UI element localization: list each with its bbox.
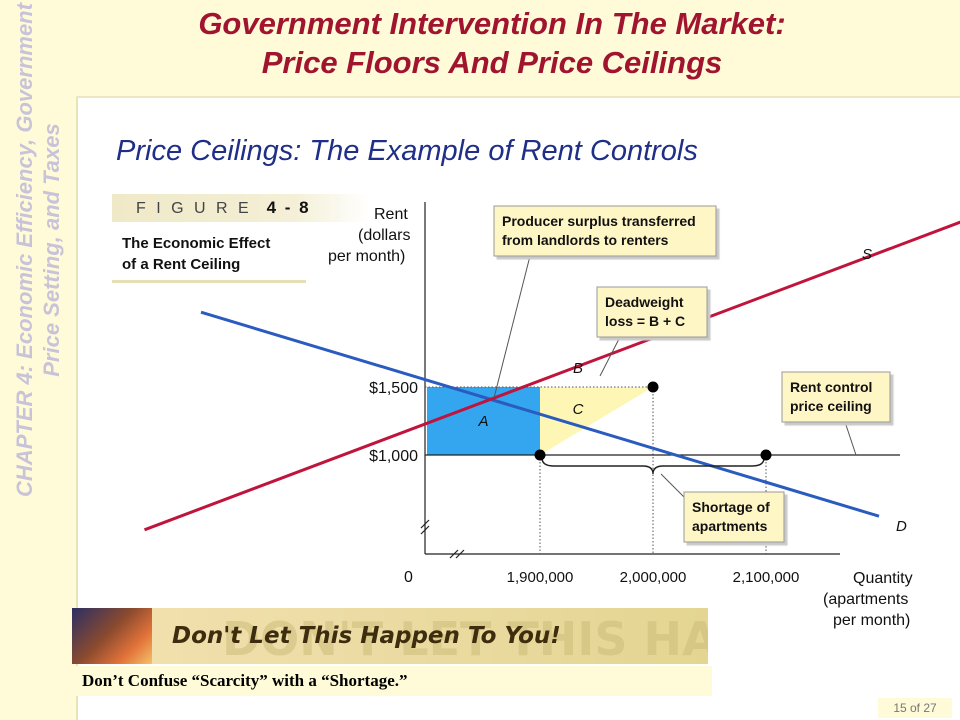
origin-label: 0: [404, 569, 413, 586]
figure-rule: [112, 280, 306, 283]
x-tick-label: 2,100,000: [733, 569, 800, 586]
figure-number: 4 - 8: [266, 198, 311, 217]
x-axis-label-line: per month): [833, 612, 910, 629]
y-tick-label: $1,000: [369, 448, 418, 465]
demand-curve: [200, 310, 880, 518]
shortage-brace: [541, 457, 765, 475]
page-number: 15 of 27: [878, 698, 952, 718]
banner-note: Don’t Confuse “Scarcity” with a “Shortag…: [72, 666, 712, 696]
market-point: [647, 381, 659, 393]
figure-band: [112, 194, 370, 222]
page-title: Government Intervention In The Market: P…: [82, 4, 902, 82]
page-title-line1: Government Intervention In The Market:: [198, 6, 786, 41]
area-b-label: B: [573, 360, 583, 377]
callout-text-line: from landlords to renters: [502, 232, 669, 248]
banner-text: Don't Let This Happen To You!: [172, 623, 561, 649]
market-point: [760, 449, 772, 461]
x-tick-label: 1,900,000: [507, 569, 574, 586]
figure-caption-line2: of a Rent Ceiling: [122, 256, 241, 273]
axis-break-mark: [455, 549, 465, 559]
callout-leader-deadweight: [599, 336, 621, 377]
callout-text-line: apartments: [692, 518, 768, 534]
axis-breaks: [420, 519, 465, 559]
callout-leader-ceiling: [844, 421, 857, 456]
chapter-sidebar: CHAPTER 4: Economic Efficiency, Governme…: [0, 0, 78, 720]
axis-break-mark: [420, 525, 430, 535]
page-title-line2: Price Floors And Price Ceilings: [261, 45, 723, 80]
lightning-image: [72, 608, 152, 664]
callout-leader-producer-surplus: [493, 255, 531, 399]
banner-background-text: DON'T LET THIS HAPPEN TO YOU!: [222, 612, 708, 664]
y-axis-label-line: Rent: [374, 206, 408, 223]
callout-box: [683, 491, 785, 543]
warning-banner: DON'T LET THIS HAPPEN TO YOU! Don't Let …: [72, 608, 708, 664]
demand-curve-label: D: [896, 518, 907, 535]
supply-curve: [143, 220, 960, 532]
axis-break-mark: [420, 519, 430, 529]
callout-box: [493, 205, 717, 257]
x-tick-label: 2,000,000: [620, 569, 687, 586]
callout-text-line: loss = B + C: [605, 313, 685, 329]
callout-deadweight-loss: Deadweight loss = B + C: [596, 286, 708, 338]
area-c-label: C: [573, 401, 584, 418]
callout-text-line: Shortage of: [692, 499, 770, 515]
figure-caption: The Economic Effect of a Rent Ceiling: [122, 233, 322, 275]
x-axis-label-line: Quantity: [853, 570, 913, 587]
axis-break-mark: [449, 549, 459, 559]
y-axis-label-line: (dollars: [358, 227, 410, 244]
callout-text-line: Rent control: [790, 379, 872, 395]
callout-box: [596, 286, 708, 338]
callout-leader-shortage: [660, 473, 685, 498]
figure-label: F I G U R E 4 - 8: [136, 198, 311, 218]
callout-producer-surplus: Producer surplus transferred from landlo…: [493, 205, 717, 257]
title-band: [76, 0, 960, 98]
area-c: [540, 387, 653, 455]
slide-subtitle: Price Ceilings: The Example of Rent Cont…: [116, 135, 698, 167]
supply-curve-label: S: [862, 246, 872, 263]
y-axis-label-line: per month): [328, 248, 405, 265]
callout-rent-control: Rent control price ceiling: [781, 371, 891, 423]
market-point: [534, 449, 546, 461]
points-layer: [534, 381, 772, 461]
callout-text-line: Deadweight: [605, 294, 684, 310]
figure-word: F I G U R E: [136, 200, 252, 217]
callout-text-line: price ceiling: [790, 398, 872, 414]
figure-caption-line1: The Economic Effect: [122, 235, 271, 252]
y-tick-label: $1,500: [369, 380, 418, 397]
area-a-label: A: [477, 413, 488, 430]
callout-shortage: Shortage of apartments: [683, 491, 785, 543]
x-axis-label-line: (apartments: [823, 591, 908, 608]
callout-text-line: Producer surplus transferred: [502, 213, 696, 229]
callout-box: [781, 371, 891, 423]
